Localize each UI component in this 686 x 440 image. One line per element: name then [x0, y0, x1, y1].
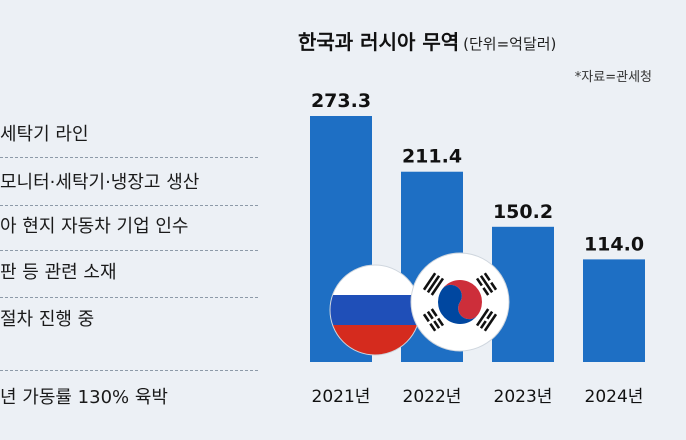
list-divider	[0, 370, 258, 371]
list-item: 모니터·세탁기·냉장고 생산	[0, 172, 200, 193]
value-label: 150.2	[493, 201, 553, 223]
list-item: 판 등 관련 소재	[0, 262, 117, 283]
korea-flag-icon	[410, 252, 510, 352]
value-label: 273.3	[311, 90, 371, 112]
category-label: 2022년	[403, 387, 462, 407]
chart-title: 한국과 러시아 무역 (단위=억달러)	[298, 26, 556, 55]
list-item: 세탁기 라인	[0, 124, 89, 145]
trade-chart: 한국과 러시아 무역 (단위=억달러) *자료=관세청	[278, 0, 686, 440]
category-label: 2024년	[585, 387, 644, 407]
list-item: 년 가동률 130% 육박	[0, 387, 168, 408]
category-label: 2023년	[494, 387, 553, 407]
category-label: 2021년	[312, 387, 371, 407]
list-divider	[0, 250, 258, 251]
list-item: 아 현지 자동차 기업 인수	[0, 216, 189, 237]
list-divider	[0, 205, 258, 206]
value-label: 114.0	[584, 233, 644, 255]
bar-chart-svg: 273.3 2021년 211.4 2022년 150.2 2023년 114.0 2024년	[310, 90, 645, 407]
bar-2024년	[583, 259, 645, 362]
list-divider	[0, 297, 258, 298]
value-label: 211.4	[402, 146, 462, 168]
chart-source: *자료=관세청	[574, 70, 652, 85]
chart-unit: (단위=억달러)	[463, 35, 557, 53]
chart-title-text: 한국과 러시아 무역	[298, 30, 460, 54]
list-item: 절차 진행 중	[0, 309, 95, 330]
labels-layer: 273.3 2021년 211.4 2022년 150.2 2023년 114.0 2024년	[311, 90, 644, 407]
russia-flag-icon	[329, 264, 421, 356]
list-divider	[0, 157, 258, 158]
left-info-list: 세탁기 라인 모니터·세탁기·냉장고 생산 아 현지 자동차 기업 인수 판 등…	[0, 0, 258, 440]
